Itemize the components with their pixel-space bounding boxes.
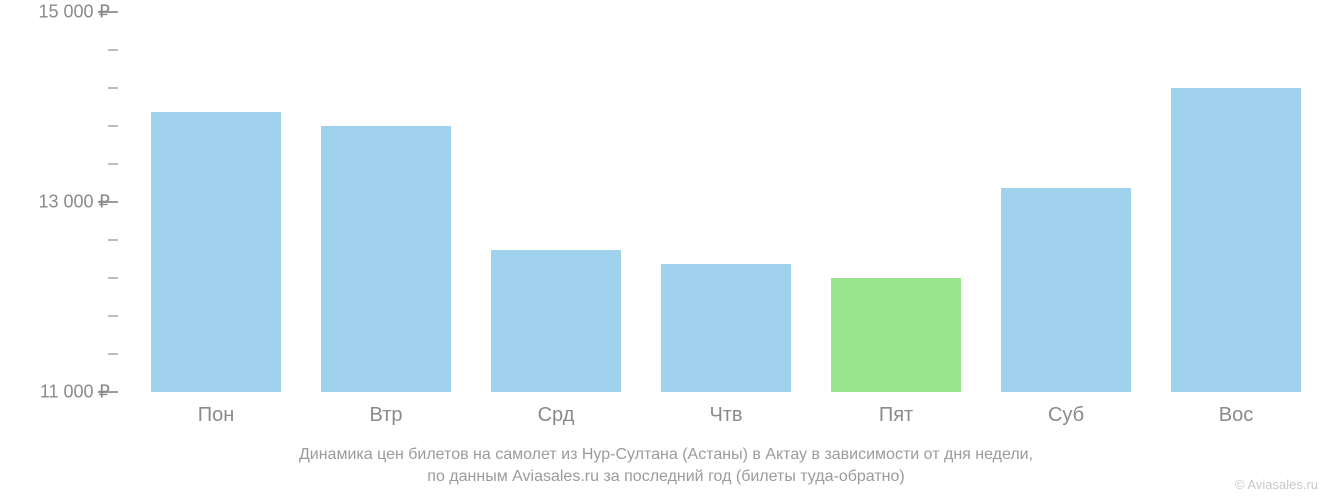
y-tick-minor <box>108 315 118 317</box>
x-label: Втр <box>370 404 403 427</box>
watermark: © Aviasales.ru <box>1235 477 1318 492</box>
y-tick-minor <box>108 239 118 241</box>
plot-area <box>118 12 1318 392</box>
x-label: Срд <box>538 404 575 427</box>
bar-Втр <box>321 126 451 392</box>
y-tick-label: 13 000 ₽ <box>10 192 110 213</box>
x-label: Чтв <box>709 404 742 427</box>
bar-Чтв <box>661 264 791 392</box>
caption-line-2: по данным Aviasales.ru за последний год … <box>427 468 904 485</box>
bar-Суб <box>1001 188 1131 392</box>
caption-line-1: Динамика цен билетов на самолет из Нур-С… <box>299 446 1033 463</box>
y-tick-minor <box>108 277 118 279</box>
bar-Срд <box>491 250 621 393</box>
y-tick-minor <box>108 87 118 89</box>
chart-caption: Динамика цен билетов на самолет из Нур-С… <box>0 444 1332 489</box>
y-tick-minor <box>108 163 118 165</box>
y-tick-label: 11 000 ₽ <box>10 382 110 403</box>
y-tick-minor <box>108 49 118 51</box>
y-tick-label: 15 000 ₽ <box>10 2 110 23</box>
bar-Пон <box>151 112 281 392</box>
bar-Вос <box>1171 88 1301 392</box>
x-label: Вос <box>1219 404 1253 427</box>
x-label: Пон <box>198 404 235 427</box>
y-tick-minor <box>108 353 118 355</box>
bar-Пят <box>831 278 961 392</box>
x-label: Пят <box>879 404 913 427</box>
y-tick-minor <box>108 125 118 127</box>
price-by-weekday-chart: 11 000 ₽ 13 000 ₽ 15 000 ₽ Пон Втр Срд Чтв Пят… <box>0 0 1332 502</box>
x-label: Суб <box>1048 404 1084 427</box>
